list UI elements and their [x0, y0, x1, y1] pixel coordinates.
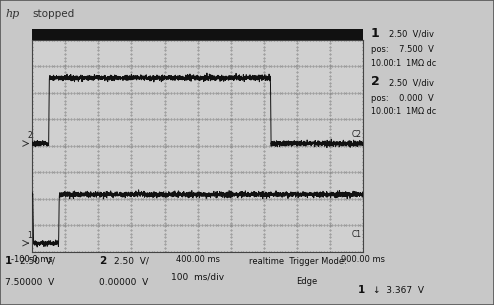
Text: pos:    0.000  V: pos: 0.000 V	[370, 94, 433, 103]
Text: 2: 2	[99, 256, 106, 266]
Text: 0.00000  V: 0.00000 V	[99, 278, 148, 287]
Text: 400.00 ms: 400.00 ms	[175, 255, 220, 264]
Text: Edge: Edge	[296, 277, 318, 286]
Text: 1: 1	[370, 27, 379, 40]
Text: 1: 1	[5, 256, 12, 266]
Text: -100.0 ms: -100.0 ms	[11, 255, 53, 264]
Text: 2.50  V/div: 2.50 V/div	[389, 78, 434, 88]
Text: C2: C2	[351, 130, 362, 139]
Text: pos:    7.500  V: pos: 7.500 V	[370, 45, 433, 54]
Text: hp: hp	[6, 9, 20, 19]
Text: 2.50  V/div: 2.50 V/div	[389, 30, 434, 39]
Text: ↓  3.367  V: ↓ 3.367 V	[373, 286, 424, 295]
Text: 1: 1	[358, 285, 366, 295]
Text: 100  ms/div: 100 ms/div	[171, 273, 224, 282]
Text: 900.00 ms: 900.00 ms	[341, 255, 385, 264]
Text: 1: 1	[27, 231, 32, 240]
Text: 10.00:1  1MΩ dc: 10.00:1 1MΩ dc	[370, 107, 436, 117]
Text: C1: C1	[351, 230, 362, 239]
Text: stopped: stopped	[32, 9, 75, 19]
Text: 7.50000  V: 7.50000 V	[5, 278, 54, 287]
Text: 2: 2	[27, 131, 32, 140]
Text: 2.50  V/: 2.50 V/	[20, 257, 55, 266]
Text: realtime  Trigger Mode:: realtime Trigger Mode:	[249, 257, 347, 266]
Text: 2: 2	[370, 75, 379, 88]
Text: 10.00:1  1MΩ dc: 10.00:1 1MΩ dc	[370, 59, 436, 68]
Text: 2.50  V/: 2.50 V/	[114, 257, 149, 266]
